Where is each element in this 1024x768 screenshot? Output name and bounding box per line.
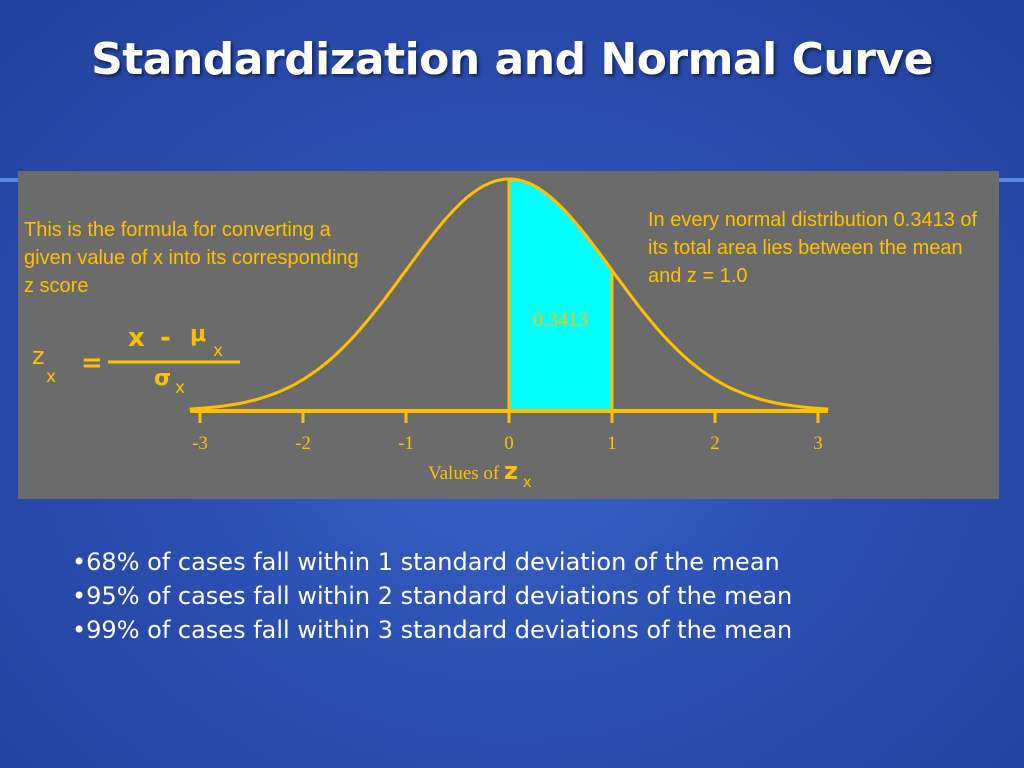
x-tick-label: 2	[710, 433, 720, 454]
accent-line-left	[0, 178, 18, 182]
x-tick-label: 3	[813, 433, 823, 454]
x-axis-label-text: Values of	[428, 463, 500, 484]
formula-z: z	[32, 342, 45, 370]
bullet-list: 68% of cases fall within 1 standard devi…	[72, 545, 992, 647]
bullet-item: 68% of cases fall within 1 standard devi…	[72, 545, 992, 579]
area-description: In every normal distribution 0.3413 of i…	[648, 209, 978, 287]
formula-description: This is the formula for converting a giv…	[24, 219, 359, 297]
formula-equals: =	[81, 348, 103, 378]
x-axis-label-symbol: z	[504, 457, 518, 485]
formula-mu: μ	[190, 322, 206, 347]
x-tick-label: 0	[504, 433, 514, 454]
formula-z-subscript: x	[46, 367, 56, 387]
formula-sigma: σ	[154, 366, 171, 391]
normal-curve-figure: -3 -2 -1 0 1 2 3 0.3413 Values of z x z x = x …	[18, 171, 999, 499]
shaded-area-0-to-1	[507, 177, 614, 413]
formula-sigma-subscript: x	[175, 378, 185, 398]
x-tick-label: -1	[398, 433, 414, 454]
x-axis-ticks: -3 -2 -1 0 1 2 3	[192, 411, 823, 454]
x-tick-label: -2	[295, 433, 311, 454]
z-score-formula: z x = x - μ x σ x	[32, 322, 240, 398]
bullet-item: 95% of cases fall within 2 standard devi…	[72, 579, 992, 613]
x-tick-label: -3	[192, 433, 208, 454]
formula-numerator-x: x	[128, 323, 145, 353]
shaded-area-label: 0.3413	[533, 309, 588, 331]
x-tick-label: 1	[607, 433, 617, 454]
slide-title: Standardization and Normal Curve	[91, 34, 933, 85]
x-axis-label: Values of z x	[428, 457, 532, 491]
accent-line-right	[999, 178, 1024, 182]
formula-minus: -	[160, 323, 171, 353]
x-axis-label-subscript: x	[523, 473, 532, 491]
normal-curve-chart: -3 -2 -1 0 1 2 3 0.3413 Values of z x z x = x …	[32, 177, 829, 491]
bullet-item: 99% of cases fall within 3 standard devi…	[72, 613, 992, 647]
normal-curve-line	[189, 177, 829, 411]
formula-mu-subscript: x	[213, 341, 223, 361]
